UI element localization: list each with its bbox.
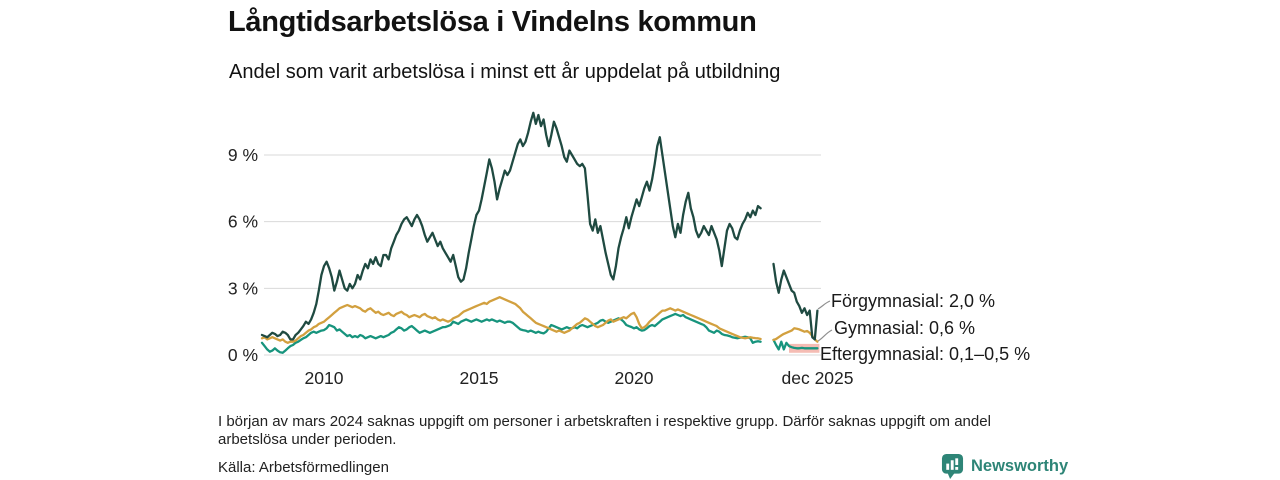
y-tick-label: 6 % — [228, 212, 258, 232]
source-attribution: Källa: Arbetsförmedlingen — [218, 459, 389, 476]
series-line-gymnasial — [260, 296, 819, 344]
page-title: Långtidsarbetslösa i Vindelns kommun — [228, 6, 757, 38]
series-end-label-forgymnasial: Förgymnasial: 2,0 % — [831, 291, 996, 311]
series-end-label-gymnasial: Gymnasial: 0,6 % — [834, 318, 976, 338]
x-tick-label: dec 2025 — [782, 368, 854, 388]
axis-tick-labels: 0 % 3 % 6 % 9 % 2010 2015 2020 dec 2025 — [228, 145, 854, 388]
newsworthy-logo-icon — [941, 454, 964, 479]
y-tick-label: 3 % — [228, 278, 258, 298]
x-tick-label: 2020 — [615, 368, 654, 388]
page-subtitle: Andel som varit arbetslösa i minst ett å… — [229, 61, 781, 83]
series-line-eftergymnasial — [260, 312, 819, 354]
newsworthy-wordmark: Newsworthy — [971, 456, 1069, 475]
x-tick-label: 2015 — [460, 368, 499, 388]
y-tick-label: 0 % — [228, 345, 258, 365]
x-tick-label: 2010 — [305, 368, 344, 388]
series-line-förgymnasial — [260, 111, 819, 341]
series-lines — [260, 111, 819, 354]
y-tick-label: 9 % — [228, 145, 258, 165]
leader-line-forgymnasial — [817, 300, 831, 310]
newsworthy-branding: Newsworthy — [941, 453, 1068, 479]
footnote: I början av mars 2024 saknas uppgift om … — [218, 413, 991, 448]
gridlines — [264, 154, 821, 356]
series-end-label-eftergymnasial: Eftergymnasial: 0,1–0,5 % — [820, 344, 1031, 364]
leader-line-gymnasial — [817, 329, 833, 342]
